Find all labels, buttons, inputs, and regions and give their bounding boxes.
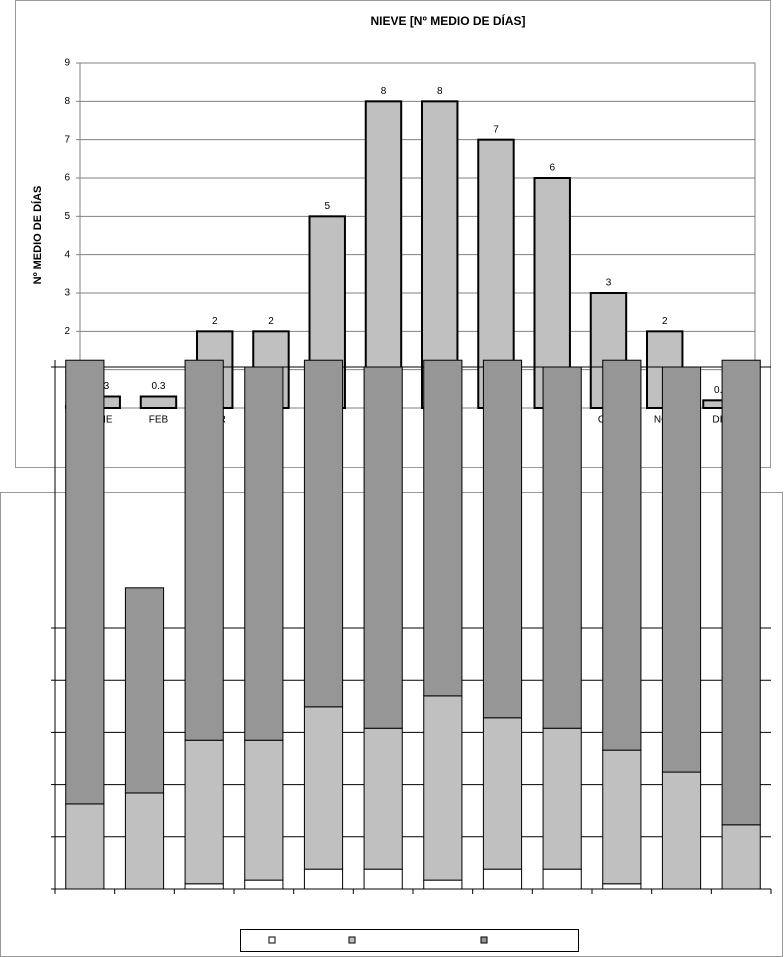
bar-segment — [721, 359, 761, 826]
bar — [421, 100, 459, 409]
bar-segment — [303, 868, 344, 890]
bar-segment — [65, 359, 105, 805]
value-label: 2 — [212, 316, 218, 327]
bar-segment — [124, 587, 165, 794]
y-axis-title: Nº MEDIO DE DÍAS — [31, 186, 44, 285]
bar-segment — [363, 868, 403, 890]
y-tick-label: 5 — [64, 211, 70, 222]
bar-segment — [602, 359, 642, 751]
y-tick-label: 2 — [64, 326, 70, 337]
bar-segment — [482, 359, 523, 719]
value-label: 3 — [606, 278, 612, 289]
legend-swatch — [480, 936, 488, 944]
y-tick-label: 6 — [64, 173, 70, 184]
y-tick-label: 8 — [64, 96, 70, 107]
bar-segment — [184, 739, 224, 885]
legend — [240, 929, 579, 952]
bar-segment — [661, 366, 702, 773]
value-label: 7 — [493, 124, 499, 135]
bar-segment — [363, 727, 403, 870]
bar-segment — [602, 749, 642, 885]
y-tick-label: 3 — [64, 288, 70, 299]
bar-segment — [542, 868, 582, 890]
bar-segment — [542, 727, 582, 870]
bar-segment — [423, 695, 463, 881]
bar-segment — [482, 717, 523, 870]
value-label: 0.2 — [714, 385, 728, 396]
value-label: 6 — [549, 163, 555, 174]
bar-segment — [363, 366, 403, 729]
bar-segment — [661, 771, 702, 890]
bar-segment — [602, 883, 642, 890]
value-label: 2 — [268, 316, 274, 327]
value-label: 8 — [437, 86, 443, 97]
legend-swatch — [348, 936, 356, 944]
bar-segment — [184, 359, 224, 741]
bar — [139, 395, 178, 409]
bar-segment — [303, 359, 344, 708]
bar-segment — [184, 883, 224, 890]
bar-segment — [482, 868, 523, 890]
value-label: 5 — [324, 201, 330, 212]
y-tick-label: 4 — [64, 249, 70, 260]
bar-segment — [423, 359, 463, 697]
bar — [364, 100, 403, 409]
value-label: 2 — [662, 316, 668, 327]
bar-segment — [423, 879, 463, 890]
value-label: 0.3 — [152, 381, 166, 392]
chart-title: NIEVE [Nº MEDIO DE DÍAS] — [370, 13, 525, 28]
x-tick-label: DIC — [712, 415, 729, 426]
legend-swatch — [268, 936, 276, 944]
bar-segment — [542, 366, 582, 729]
bar-segment — [244, 739, 284, 881]
x-tick-label: FEB — [149, 415, 169, 426]
bar-segment — [65, 803, 105, 890]
value-label: 8 — [381, 86, 387, 97]
bar-segment — [244, 879, 284, 890]
bar-segment — [124, 792, 165, 890]
y-tick-label: 7 — [64, 134, 70, 145]
bar-segment — [303, 706, 344, 870]
bar-segment — [244, 366, 284, 741]
y-tick-label: 9 — [64, 58, 70, 69]
bar-segment — [721, 824, 761, 890]
